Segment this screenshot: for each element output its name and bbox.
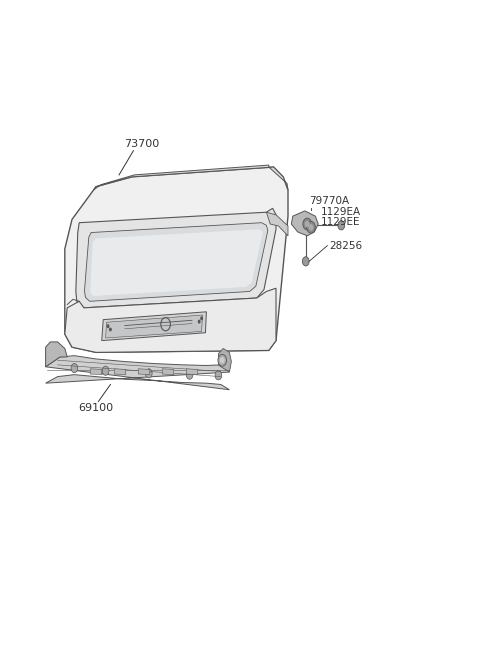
Polygon shape <box>291 211 318 236</box>
Circle shape <box>109 328 112 331</box>
Polygon shape <box>218 348 231 372</box>
Text: 79770A: 79770A <box>310 196 350 206</box>
Polygon shape <box>186 369 198 375</box>
Polygon shape <box>138 369 150 375</box>
Circle shape <box>215 371 222 380</box>
Circle shape <box>218 354 227 366</box>
Polygon shape <box>46 356 229 390</box>
Text: 1129EA: 1129EA <box>321 208 361 217</box>
Circle shape <box>145 369 152 378</box>
Polygon shape <box>94 165 288 190</box>
Circle shape <box>338 221 345 230</box>
Polygon shape <box>76 208 276 308</box>
Circle shape <box>186 370 193 379</box>
Polygon shape <box>65 288 276 352</box>
Text: 1129EE: 1129EE <box>321 217 360 227</box>
Circle shape <box>309 224 313 231</box>
Circle shape <box>102 366 109 375</box>
Polygon shape <box>162 369 174 375</box>
Circle shape <box>303 218 312 230</box>
Text: 73700: 73700 <box>124 139 159 149</box>
Polygon shape <box>106 315 203 338</box>
Polygon shape <box>90 229 263 296</box>
Circle shape <box>198 320 201 324</box>
Polygon shape <box>65 167 288 352</box>
Circle shape <box>220 357 225 364</box>
Polygon shape <box>114 369 126 375</box>
Polygon shape <box>266 212 288 236</box>
Polygon shape <box>90 369 102 375</box>
Circle shape <box>305 221 310 227</box>
Text: 69100: 69100 <box>78 403 114 413</box>
Circle shape <box>302 257 309 266</box>
Polygon shape <box>102 312 206 341</box>
Text: 28256: 28256 <box>329 240 362 251</box>
Polygon shape <box>46 342 67 367</box>
Circle shape <box>71 364 78 373</box>
Polygon shape <box>84 223 268 301</box>
Circle shape <box>200 316 203 320</box>
Circle shape <box>107 324 109 328</box>
Circle shape <box>307 221 315 233</box>
